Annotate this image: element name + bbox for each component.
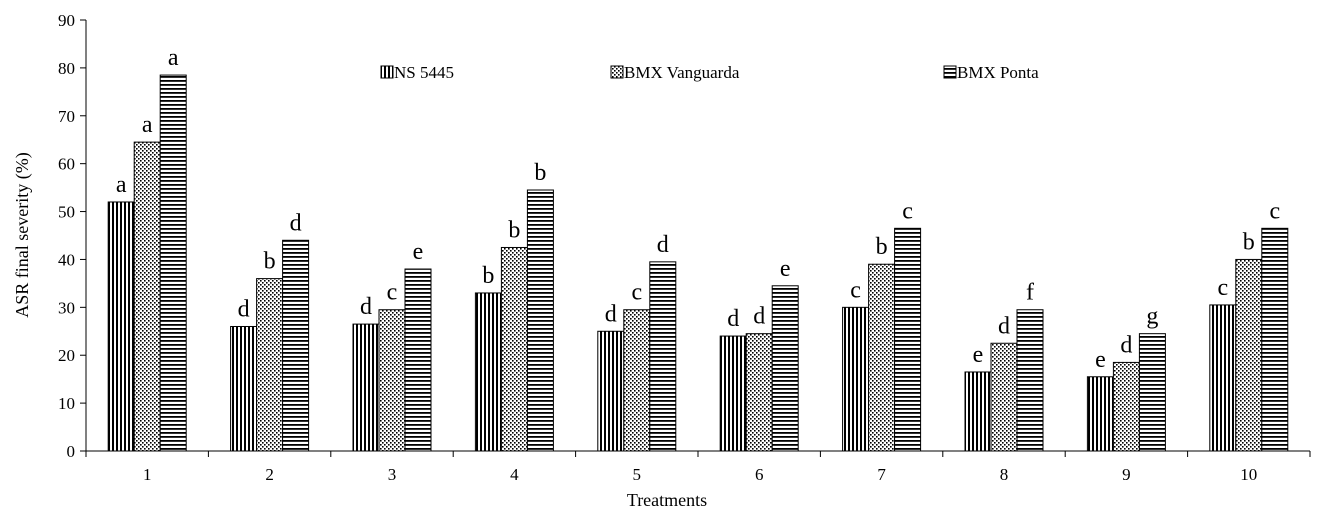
y-tick-label: 90 bbox=[58, 11, 75, 30]
x-tick-label: 7 bbox=[877, 465, 886, 484]
bar bbox=[107, 201, 135, 452]
bar bbox=[597, 330, 625, 452]
bar bbox=[1016, 309, 1044, 452]
x-tick-label: 9 bbox=[1122, 465, 1131, 484]
bar-significance-label: d bbox=[657, 232, 669, 258]
bar bbox=[159, 74, 187, 452]
y-tick-label: 70 bbox=[58, 107, 75, 126]
bar-significance-label: d bbox=[753, 304, 765, 330]
bar bbox=[1086, 376, 1114, 452]
bar-significance-label: d bbox=[727, 306, 739, 332]
bars-group bbox=[107, 74, 1289, 452]
bar bbox=[964, 371, 992, 452]
y-tick-label: 40 bbox=[58, 250, 75, 269]
bar-significance-label: b bbox=[1243, 229, 1255, 255]
bar bbox=[868, 263, 896, 452]
bar-significance-label: d bbox=[998, 313, 1010, 339]
x-axis-title: Treatments bbox=[627, 490, 707, 510]
x-tick-label: 8 bbox=[1000, 465, 1009, 484]
bar bbox=[1138, 333, 1166, 452]
bar bbox=[771, 285, 799, 452]
bar-significance-label: c bbox=[631, 280, 642, 306]
bar-significance-label: c bbox=[850, 277, 861, 303]
bar bbox=[1112, 361, 1140, 452]
x-tick-label: 6 bbox=[755, 465, 764, 484]
bar bbox=[745, 333, 773, 452]
y-axis: 0 10 20 30 40 50 60 70 80 90 bbox=[58, 11, 87, 461]
x-tick-label: 3 bbox=[388, 465, 397, 484]
bar bbox=[623, 309, 651, 452]
bar-significance-label: e bbox=[1095, 347, 1106, 373]
x-axis: 1 2 3 4 5 6 7 8 9 10 bbox=[85, 450, 1311, 484]
bar bbox=[526, 189, 554, 452]
bar-significance-label: a bbox=[116, 172, 127, 198]
x-tick-label: 10 bbox=[1240, 465, 1257, 484]
x-tick-label: 2 bbox=[265, 465, 274, 484]
bar-significance-label: g bbox=[1146, 304, 1158, 330]
bar bbox=[719, 335, 747, 452]
legend-label: BMX Ponta bbox=[957, 63, 1039, 82]
bar-significance-label: d bbox=[1120, 332, 1132, 358]
bar-significance-label: e bbox=[413, 239, 424, 265]
bar-significance-label: a bbox=[168, 45, 179, 71]
bar-significance-label: c bbox=[387, 280, 398, 306]
legend-swatch bbox=[610, 65, 624, 79]
bar-significance-label: c bbox=[1217, 275, 1228, 301]
y-tick-label: 50 bbox=[58, 203, 75, 222]
bar-significance-label: b bbox=[482, 263, 494, 289]
bar bbox=[990, 342, 1018, 452]
legend: NS 5445 BMX Vanguarda BMX Ponta bbox=[380, 63, 1039, 82]
bar bbox=[649, 261, 677, 452]
bar bbox=[894, 227, 922, 452]
y-tick-label: 0 bbox=[67, 442, 76, 461]
bar bbox=[230, 325, 258, 452]
y-tick-label: 20 bbox=[58, 346, 75, 365]
bar-significance-label: e bbox=[780, 256, 791, 282]
x-tick-label: 1 bbox=[143, 465, 152, 484]
bar-significance-label: b bbox=[534, 160, 546, 186]
bar bbox=[1261, 227, 1289, 452]
x-tick-label: 5 bbox=[633, 465, 642, 484]
bar-significance-label: e bbox=[973, 342, 984, 368]
y-tick-label: 30 bbox=[58, 298, 75, 317]
bar bbox=[378, 309, 406, 452]
legend-label: NS 5445 bbox=[394, 63, 454, 82]
bar-significance-label: a bbox=[142, 112, 153, 138]
bar bbox=[282, 239, 310, 452]
y-tick-label: 60 bbox=[58, 155, 75, 174]
bar-significance-label: f bbox=[1026, 280, 1034, 306]
bar-significance-label: d bbox=[238, 296, 250, 322]
bar bbox=[500, 246, 528, 452]
legend-swatch bbox=[943, 65, 957, 79]
bar-significance-label: c bbox=[1269, 198, 1280, 224]
bar-significance-label: b bbox=[508, 217, 520, 243]
y-tick-label: 80 bbox=[58, 59, 75, 78]
bar-significance-label: d bbox=[290, 210, 302, 236]
legend-label: BMX Vanguarda bbox=[624, 63, 740, 82]
bar-significance-label: c bbox=[902, 198, 913, 224]
y-axis-title: ASR final severity (%) bbox=[12, 152, 33, 317]
bar bbox=[1235, 258, 1263, 452]
x-tick-label: 4 bbox=[510, 465, 519, 484]
bar bbox=[352, 323, 380, 452]
y-tick-label: 10 bbox=[58, 394, 75, 413]
bar bbox=[404, 268, 432, 452]
bar-significance-label: b bbox=[264, 249, 276, 275]
bar bbox=[842, 306, 870, 452]
bar-significance-label: b bbox=[876, 234, 888, 260]
bar bbox=[1209, 304, 1237, 452]
bar bbox=[474, 292, 502, 452]
bar-significance-label: d bbox=[360, 294, 372, 320]
bar bbox=[133, 141, 161, 452]
bar bbox=[256, 278, 284, 452]
bar-significance-label: d bbox=[605, 301, 617, 327]
legend-swatch bbox=[380, 65, 394, 79]
